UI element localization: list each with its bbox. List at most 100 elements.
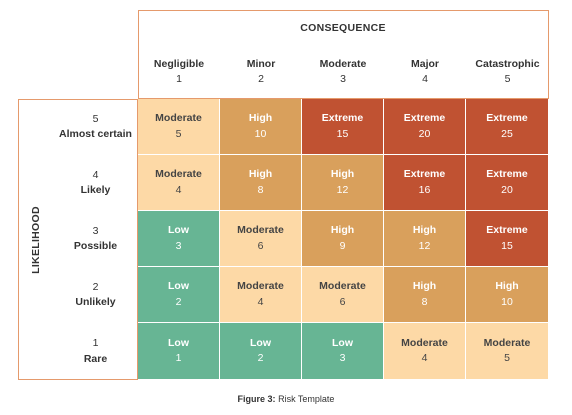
risk-score: 4 <box>421 352 428 364</box>
risk-level: Moderate <box>155 168 202 181</box>
risk-cell: Extreme 16 <box>384 155 466 211</box>
risk-cell: Low 3 <box>138 211 220 267</box>
column-header-label: Minor <box>246 57 276 70</box>
risk-score: 15 <box>501 239 513 252</box>
risk-score: 20 <box>501 183 513 196</box>
risk-cell: Low 2 <box>220 323 302 380</box>
risk-score: 5 <box>504 352 510 364</box>
risk-cell: High 12 <box>302 155 384 211</box>
row-header-number: 3 <box>92 224 99 237</box>
row-header-number: 4 <box>92 168 99 181</box>
risk-level: Moderate <box>483 336 531 349</box>
risk-score: 6 <box>257 239 264 252</box>
column-header-4: Major 4 <box>384 45 466 99</box>
risk-cell: High 9 <box>302 211 384 267</box>
risk-level: Moderate <box>401 336 448 349</box>
risk-level: High <box>248 112 273 125</box>
column-header-2: Minor 2 <box>220 45 302 99</box>
risk-level: High <box>248 168 273 181</box>
caption-text: Risk Template <box>278 394 335 404</box>
risk-level: High <box>495 280 519 293</box>
risk-cell: Moderate 4 <box>220 267 302 323</box>
likelihood-title: LIKELIHOOD <box>29 205 42 274</box>
risk-level: High <box>330 224 355 237</box>
risk-level: Low <box>168 224 189 237</box>
risk-cell: High 8 <box>384 267 466 323</box>
risk-cell: Moderate 4 <box>384 323 466 380</box>
risk-level: Moderate <box>155 112 202 125</box>
row-header-label: Possible <box>73 240 118 252</box>
risk-score: 15 <box>336 127 349 140</box>
risk-level: Low <box>250 336 271 349</box>
risk-level: Low <box>332 336 353 349</box>
risk-cell: Low 2 <box>138 267 220 323</box>
risk-score: 2 <box>175 295 182 308</box>
risk-cell: High 8 <box>220 155 302 211</box>
risk-matrix: CONSEQUENCE LIKELIHOOD Negligible 1 Mino… <box>18 10 549 380</box>
risk-cell: High 12 <box>384 211 466 267</box>
column-header-label: Negligible <box>153 57 205 70</box>
column-header-label: Moderate <box>319 57 367 70</box>
column-header-number: 3 <box>340 73 346 85</box>
risk-level: Low <box>168 336 189 349</box>
row-header-4: 4 Likely <box>53 155 138 211</box>
column-header-1: Negligible 1 <box>138 45 220 99</box>
risk-level: Extreme <box>403 168 446 181</box>
column-header-5: Catastrophic 5 <box>466 45 549 99</box>
risk-cell: Extreme 20 <box>466 155 549 211</box>
risk-score: 5 <box>175 127 182 140</box>
row-header-label: Almost certain <box>59 128 132 140</box>
risk-level: Extreme <box>486 112 528 125</box>
risk-cell: High 10 <box>466 267 549 323</box>
risk-score: 6 <box>339 295 346 308</box>
risk-level: Extreme <box>486 168 528 181</box>
risk-cell: High 10 <box>220 99 302 155</box>
risk-score: 1 <box>175 352 182 364</box>
risk-cell: Extreme 25 <box>466 99 549 155</box>
row-header-number: 1 <box>92 337 99 350</box>
row-header-label: Likely <box>80 184 111 196</box>
risk-score: 10 <box>501 295 513 308</box>
risk-score: 8 <box>257 183 264 196</box>
risk-cell: Extreme 15 <box>466 211 549 267</box>
column-header-number: 2 <box>258 73 264 85</box>
risk-cell: Moderate 6 <box>302 267 384 323</box>
risk-cell: Extreme 20 <box>384 99 466 155</box>
risk-score: 8 <box>421 295 428 308</box>
risk-cell: Moderate 5 <box>138 99 220 155</box>
row-header-2: 2 Unlikely <box>53 267 138 323</box>
row-header-label: Rare <box>83 352 108 365</box>
column-header-label: Major <box>410 57 439 70</box>
risk-level: High <box>412 224 437 237</box>
risk-score: 3 <box>175 239 182 252</box>
risk-level: Moderate <box>237 280 284 293</box>
risk-cell: Extreme 15 <box>302 99 384 155</box>
risk-cell: Moderate 6 <box>220 211 302 267</box>
risk-score: 2 <box>257 352 264 364</box>
risk-level: Moderate <box>237 224 284 237</box>
risk-level: High <box>412 280 437 293</box>
risk-score: 12 <box>418 239 431 252</box>
risk-score: 4 <box>257 295 264 308</box>
column-header-3: Moderate 3 <box>302 45 384 99</box>
risk-score: 9 <box>339 239 346 252</box>
row-header-5: 5 Almost certain <box>53 99 138 155</box>
risk-cell: Moderate 4 <box>138 155 220 211</box>
risk-score: 25 <box>501 127 513 140</box>
risk-level: Extreme <box>321 112 364 125</box>
risk-cell: Moderate 5 <box>466 323 549 380</box>
row-header-label: Unlikely <box>75 296 116 308</box>
likelihood-title-wrap: LIKELIHOOD <box>18 99 53 380</box>
row-header-1: 1 Rare <box>53 323 138 380</box>
column-header-number: 4 <box>422 73 428 85</box>
consequence-title: CONSEQUENCE <box>300 21 386 34</box>
risk-score: 10 <box>254 127 267 140</box>
risk-level: Extreme <box>403 112 446 125</box>
risk-score: 12 <box>336 183 349 196</box>
figure-caption: Figure 3: Risk Template <box>0 394 572 404</box>
risk-level: High <box>330 168 355 181</box>
risk-cell: Low 1 <box>138 323 220 380</box>
caption-prefix: Figure 3: <box>237 394 276 404</box>
risk-cell: Low 3 <box>302 323 384 380</box>
row-header-3: 3 Possible <box>53 211 138 267</box>
